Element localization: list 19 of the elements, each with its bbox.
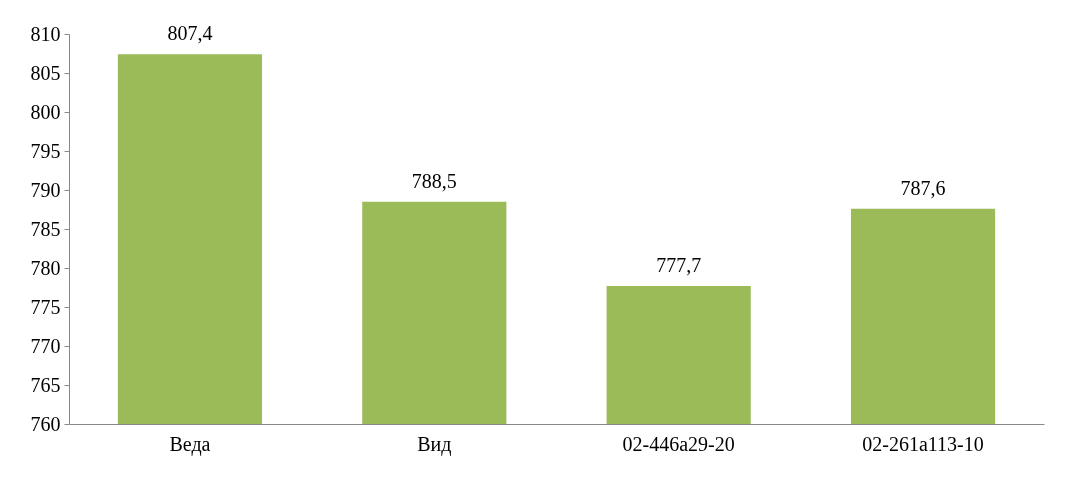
y-tick-label: 805 (30, 61, 61, 84)
data-label: 787,6 (900, 176, 946, 199)
data-label: 788,5 (411, 169, 457, 192)
y-tick-label: 780 (30, 256, 61, 279)
y-tick-label: 785 (30, 217, 61, 240)
x-tick-label: 02-446а29-20 (622, 432, 735, 455)
y-tick-label: 765 (30, 373, 61, 396)
y-tick-label: 800 (30, 100, 61, 123)
y-tick-label: 795 (30, 139, 61, 162)
x-tick-label: Вид (417, 432, 452, 456)
y-tick-label: 790 (30, 178, 61, 201)
y-tick-label: 810 (30, 22, 61, 45)
y-tick-label: 775 (30, 295, 61, 318)
y-tick-label: 760 (30, 412, 61, 435)
y-tick-label: 770 (30, 334, 61, 357)
data-label: 807,4 (167, 22, 213, 45)
data-label: 777,7 (656, 253, 702, 276)
x-tick-label: Веда (169, 432, 211, 456)
x-tick-label: 02-261а113-10 (862, 432, 984, 455)
